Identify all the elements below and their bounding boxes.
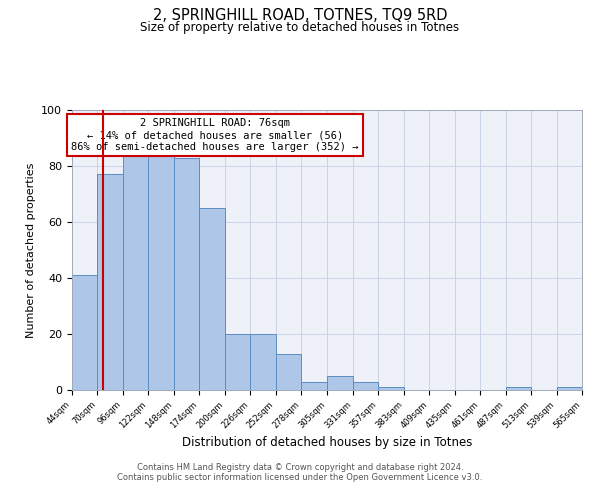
Bar	[148, 155, 174, 390]
Bar	[225, 334, 250, 390]
Bar	[174, 158, 199, 390]
Y-axis label: Number of detached properties: Number of detached properties	[26, 162, 36, 338]
Bar	[328, 376, 353, 390]
Bar	[379, 387, 404, 390]
Bar	[72, 275, 97, 390]
Text: 2 SPRINGHILL ROAD: 76sqm
← 14% of detached houses are smaller (56)
86% of semi-d: 2 SPRINGHILL ROAD: 76sqm ← 14% of detach…	[71, 118, 359, 152]
Text: 2, SPRINGHILL ROAD, TOTNES, TQ9 5RD: 2, SPRINGHILL ROAD, TOTNES, TQ9 5RD	[153, 8, 447, 22]
Text: Size of property relative to detached houses in Totnes: Size of property relative to detached ho…	[140, 21, 460, 34]
Bar	[301, 382, 328, 390]
Bar	[353, 382, 379, 390]
Bar	[250, 334, 275, 390]
Bar	[275, 354, 301, 390]
Bar	[199, 208, 225, 390]
Text: Contains HM Land Registry data © Crown copyright and database right 2024.: Contains HM Land Registry data © Crown c…	[137, 462, 463, 471]
Text: Contains public sector information licensed under the Open Government Licence v3: Contains public sector information licen…	[118, 472, 482, 482]
Bar	[506, 387, 531, 390]
Bar	[123, 152, 148, 390]
X-axis label: Distribution of detached houses by size in Totnes: Distribution of detached houses by size …	[182, 436, 472, 448]
Bar	[97, 174, 123, 390]
Bar	[557, 387, 582, 390]
